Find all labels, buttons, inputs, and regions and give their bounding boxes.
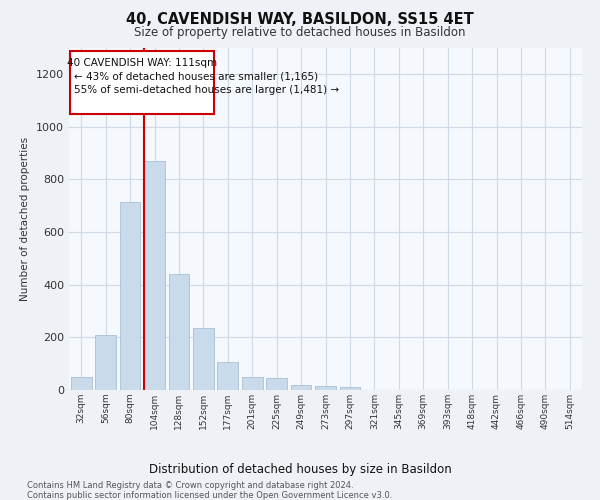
Bar xyxy=(217,362,238,390)
Bar xyxy=(340,388,361,390)
Bar xyxy=(315,386,336,390)
Bar xyxy=(144,161,165,390)
Text: ← 43% of detached houses are smaller (1,165): ← 43% of detached houses are smaller (1,… xyxy=(74,72,318,82)
Y-axis label: Number of detached properties: Number of detached properties xyxy=(20,136,31,301)
FancyBboxPatch shape xyxy=(70,52,214,114)
Text: 40, CAVENDISH WAY, BASILDON, SS15 4ET: 40, CAVENDISH WAY, BASILDON, SS15 4ET xyxy=(126,12,474,28)
Bar xyxy=(290,384,311,390)
Text: Contains HM Land Registry data © Crown copyright and database right 2024.
Contai: Contains HM Land Registry data © Crown c… xyxy=(27,481,392,500)
Bar xyxy=(193,328,214,390)
Bar xyxy=(71,377,92,390)
Bar xyxy=(119,202,140,390)
Text: 55% of semi-detached houses are larger (1,481) →: 55% of semi-detached houses are larger (… xyxy=(74,86,339,96)
Bar xyxy=(95,334,116,390)
Text: Size of property relative to detached houses in Basildon: Size of property relative to detached ho… xyxy=(134,26,466,39)
Bar xyxy=(266,378,287,390)
Text: 40 CAVENDISH WAY: 111sqm: 40 CAVENDISH WAY: 111sqm xyxy=(67,58,217,68)
Bar xyxy=(169,274,190,390)
Bar xyxy=(242,377,263,390)
Text: Distribution of detached houses by size in Basildon: Distribution of detached houses by size … xyxy=(149,462,451,475)
